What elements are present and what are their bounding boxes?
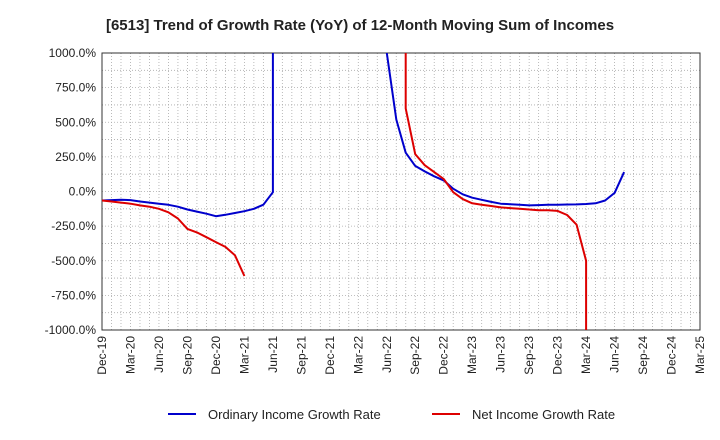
series-line — [102, 53, 588, 330]
grid — [102, 53, 700, 330]
x-tick-label: Dec-21 — [323, 336, 337, 375]
x-tick-label: Mar-25 — [693, 336, 707, 374]
chart-title: [6513] Trend of Growth Rate (YoY) of 12-… — [106, 17, 614, 34]
x-tick-label: Jun-21 — [266, 336, 280, 373]
y-axis-ticks: 1000.0% 750.0% 500.0% 250.0% 0.0% -250.0% -500… — [45, 46, 97, 337]
x-axis-ticks: Dec-19 Mar-20 Jun-20 Sep-20 Dec-20 Mar-21 Jun-… — [95, 336, 707, 375]
series-lines — [102, 53, 626, 330]
y-tick-label: -500.0% — [51, 254, 96, 268]
x-tick-label: Jun-23 — [494, 336, 508, 373]
y-tick-label: 0.0% — [69, 185, 97, 199]
x-tick-label: Sep-20 — [180, 336, 194, 375]
x-tick-label: Mar-24 — [579, 336, 593, 374]
series-line — [102, 53, 626, 218]
x-tick-label: Jun-20 — [152, 336, 166, 373]
x-tick-label: Jun-22 — [380, 336, 394, 373]
y-tick-label: -750.0% — [51, 288, 96, 302]
x-tick-label: Sep-24 — [636, 336, 650, 375]
x-tick-label: Mar-21 — [237, 336, 251, 374]
x-tick-label: Sep-22 — [408, 336, 422, 375]
x-tick-label: Dec-23 — [551, 336, 565, 375]
x-tick-label: Mar-20 — [123, 336, 137, 374]
x-tick-label: Dec-24 — [665, 336, 679, 375]
y-tick-label: 250.0% — [55, 150, 96, 164]
x-tick-label: Sep-23 — [522, 336, 536, 375]
plot-area — [101, 52, 701, 331]
x-tick-label: Sep-21 — [294, 336, 308, 375]
x-tick-label: Dec-20 — [209, 336, 223, 375]
legend-label: Net Income Growth Rate — [472, 407, 615, 422]
y-tick-label: -250.0% — [51, 219, 96, 233]
y-tick-label: -1000.0% — [45, 323, 97, 337]
x-tick-label: Dec-19 — [95, 336, 109, 375]
y-tick-label: 500.0% — [55, 115, 96, 129]
x-tick-label: Mar-23 — [465, 336, 479, 374]
legend-label: Ordinary Income Growth Rate — [208, 407, 381, 422]
y-tick-label: 750.0% — [55, 81, 96, 95]
y-tick-label: 1000.0% — [49, 46, 97, 60]
legend: Ordinary Income Growth Rate Net Income Gr… — [168, 407, 615, 422]
x-tick-label: Mar-22 — [351, 336, 365, 374]
x-tick-label: Dec-22 — [437, 336, 451, 375]
x-tick-label: Jun-24 — [608, 336, 622, 373]
